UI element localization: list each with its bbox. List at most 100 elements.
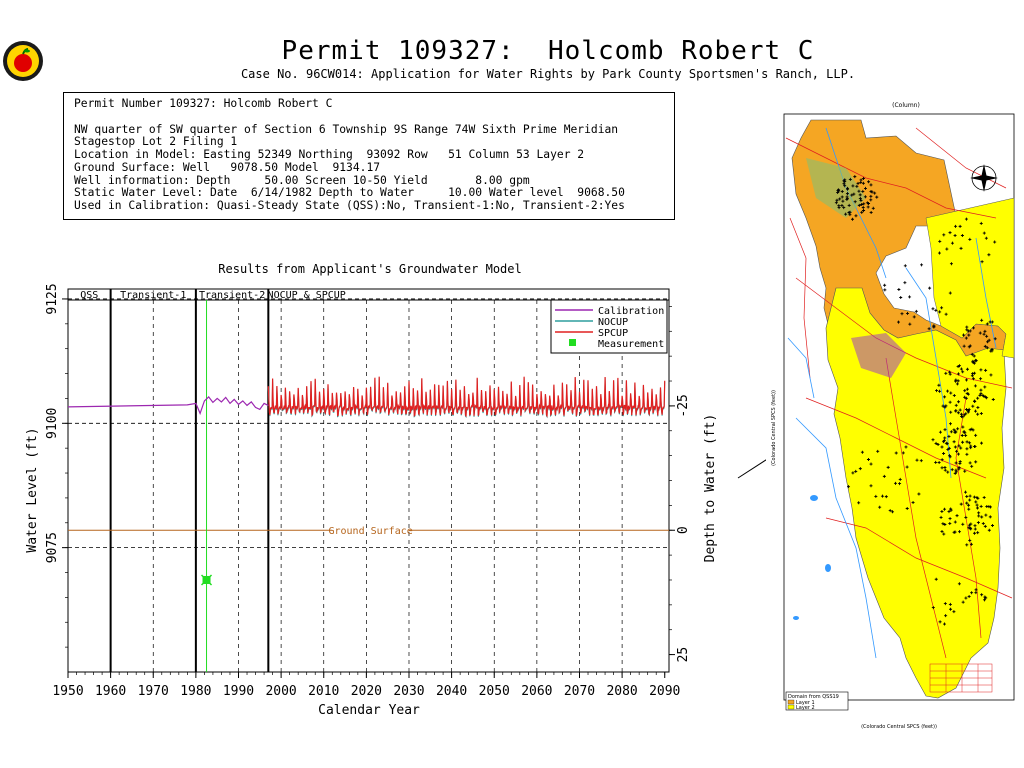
map-well-marker	[971, 377, 975, 381]
x-tick-label: 1980	[180, 684, 211, 699]
map-well-marker	[972, 326, 976, 330]
map-well-marker	[966, 392, 970, 396]
map-well-marker	[976, 405, 980, 409]
map-well-marker	[980, 515, 984, 519]
legend-label-calibration: Calibration	[598, 306, 664, 317]
map-well-marker	[863, 186, 867, 190]
map-well-marker	[959, 367, 963, 371]
map-well-marker	[943, 468, 947, 472]
map-well-marker	[949, 410, 953, 414]
map-well-marker	[906, 311, 910, 315]
map-well-marker	[937, 251, 941, 255]
map-well-marker	[847, 210, 851, 214]
map-well-marker	[920, 263, 924, 267]
map-well-marker	[987, 253, 991, 257]
map-well-marker	[847, 203, 851, 207]
map-well-marker	[932, 325, 936, 329]
map-well-marker	[948, 400, 952, 404]
map-well-marker	[931, 438, 935, 442]
map-well-marker	[965, 452, 969, 456]
map-well-marker	[901, 451, 905, 455]
map-well-marker	[861, 206, 865, 210]
map-well-marker	[979, 412, 983, 416]
map-well-marker	[972, 495, 976, 499]
map-well-marker	[861, 189, 865, 193]
y-tick-label: 9125	[45, 283, 60, 314]
map-legend-title: Domain from QSS19	[788, 694, 839, 700]
map-well-marker	[845, 195, 849, 199]
map-well-marker	[943, 602, 947, 606]
map-well-marker	[982, 394, 986, 398]
map-well-marker	[948, 291, 952, 295]
map-well-marker	[983, 524, 987, 528]
map-well-marker	[954, 409, 958, 413]
map-well-marker	[891, 510, 895, 514]
map-well-marker	[876, 449, 880, 453]
map-well-marker	[964, 596, 968, 600]
map-well-marker	[965, 325, 969, 329]
map-well-marker	[957, 444, 961, 448]
map-well-marker	[974, 460, 978, 464]
north-arrow-icon	[970, 164, 998, 192]
map-well-marker	[937, 461, 941, 465]
map-well-marker	[946, 470, 950, 474]
map-well-marker	[859, 180, 863, 184]
map-well-marker	[835, 198, 839, 202]
map-well-marker	[928, 286, 932, 290]
map-well-marker	[985, 346, 989, 350]
map-well-marker	[956, 365, 960, 369]
map-well-marker	[957, 467, 961, 471]
map-well-marker	[955, 514, 959, 518]
map-well-marker	[900, 312, 904, 316]
x-tick-label: 1990	[223, 684, 254, 699]
map-well-marker	[947, 434, 951, 438]
map-well-marker	[940, 529, 944, 533]
map-well-marker	[893, 481, 897, 485]
map-well-marker	[869, 194, 873, 198]
map-well-marker	[950, 468, 954, 472]
map-well-marker	[934, 577, 938, 581]
map-well-marker	[860, 210, 864, 214]
map-well-marker	[953, 234, 957, 238]
map-well-marker	[840, 190, 844, 194]
map-well-marker	[842, 179, 846, 183]
map-well-marker	[943, 405, 947, 409]
map-well-marker	[952, 393, 956, 397]
map-well-marker	[990, 348, 994, 352]
map-well-marker	[853, 175, 857, 179]
map-well-marker	[969, 446, 973, 450]
map-well-marker	[944, 614, 948, 618]
y2-tick-label: 25	[676, 647, 691, 663]
map-well-marker	[898, 482, 902, 486]
x-tick-label: 2020	[351, 684, 382, 699]
x-tick-label: 2000	[265, 684, 296, 699]
map-well-marker	[882, 474, 886, 478]
map-well-marker	[940, 466, 944, 470]
map-well-marker	[968, 441, 972, 445]
map-well-marker	[959, 446, 963, 450]
map-well-marker	[903, 281, 907, 285]
map-well-marker	[949, 391, 953, 395]
map-well-marker	[979, 377, 983, 381]
map-well-marker	[848, 213, 852, 217]
y2-axis-label: Depth to Water (ft)	[703, 414, 718, 563]
map-well-marker	[971, 404, 975, 408]
map-well-marker	[974, 591, 978, 595]
map-well-marker	[938, 430, 942, 434]
map-well-marker	[964, 378, 968, 382]
map-well-marker	[883, 283, 887, 287]
map-well-marker	[974, 500, 978, 504]
map-well-marker	[850, 193, 854, 197]
map-well-marker	[927, 327, 931, 331]
x-tick-label: 1960	[95, 684, 126, 699]
map-well-marker	[947, 446, 951, 450]
map-well-marker	[869, 462, 873, 466]
map-well-marker	[956, 411, 960, 415]
map-well-marker	[986, 340, 990, 344]
map-well-marker	[969, 542, 973, 546]
map-well-marker	[973, 445, 977, 449]
map-well-marker	[991, 398, 995, 401]
map-well-marker	[867, 201, 871, 205]
map-well-marker	[931, 307, 935, 311]
